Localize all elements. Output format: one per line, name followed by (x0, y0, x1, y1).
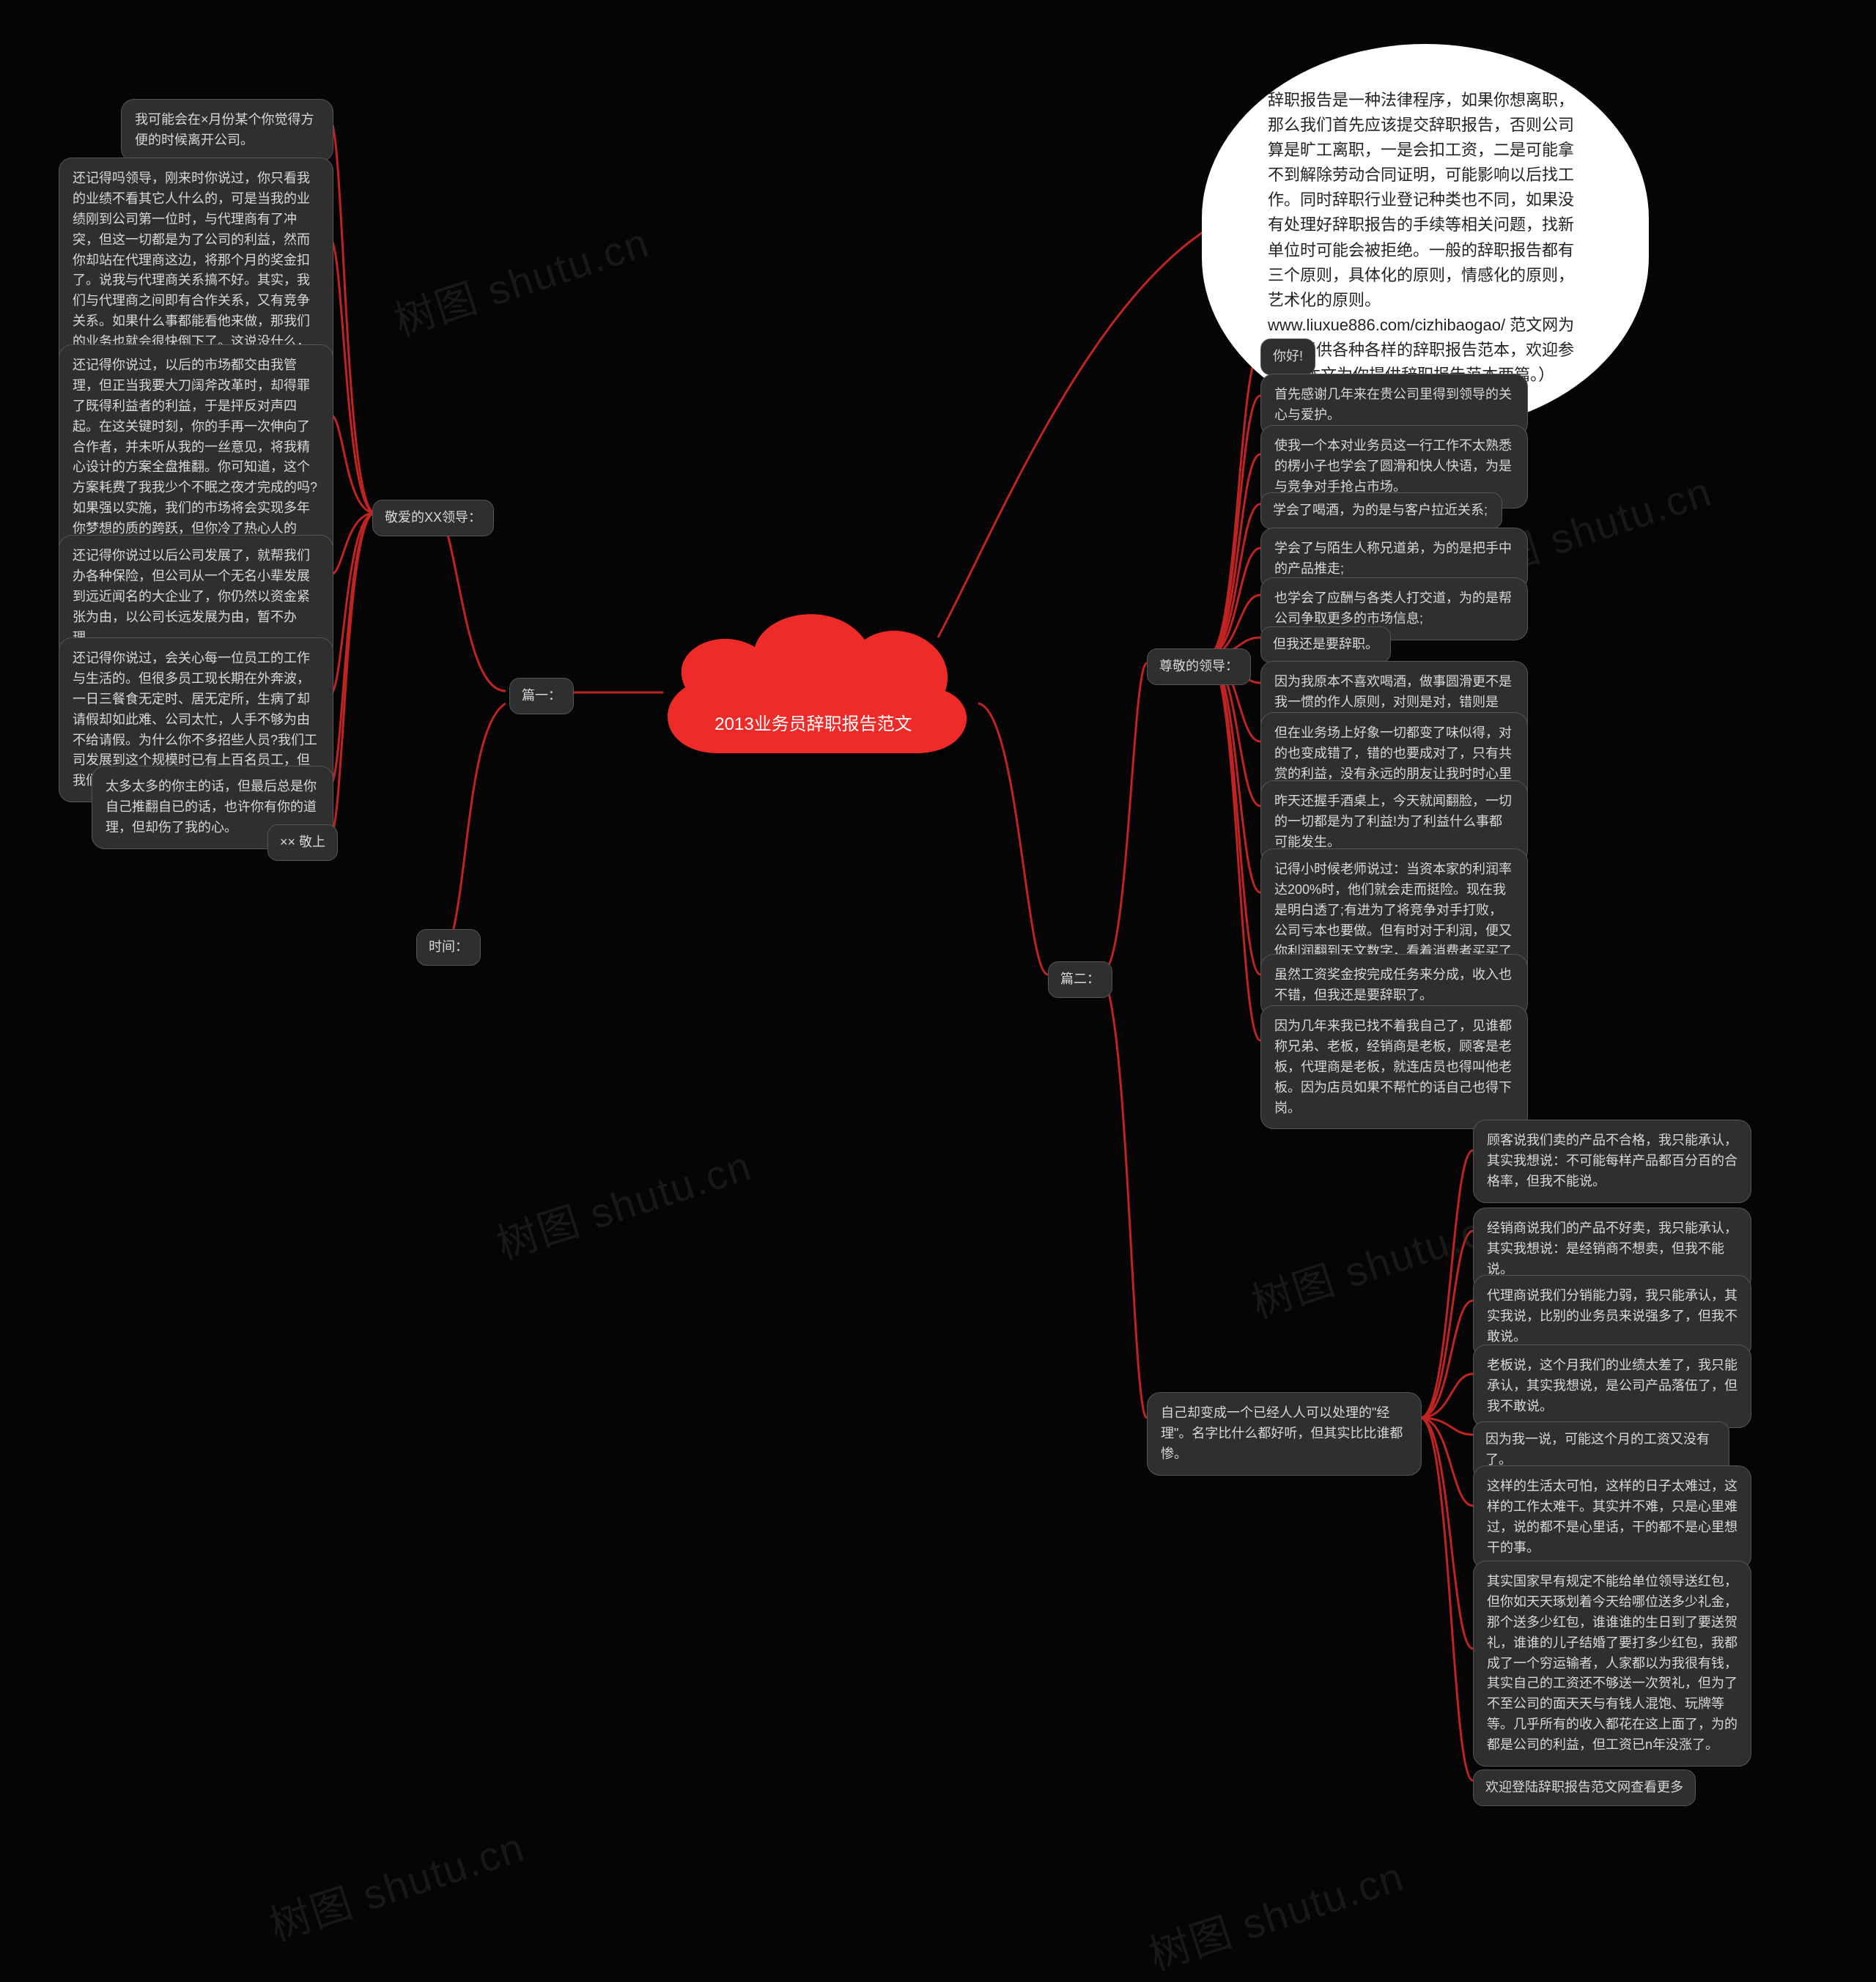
time-label: 时间： (416, 929, 481, 966)
watermark: 树图 shutu.cn (261, 1814, 531, 1953)
watermark: 树图 shutu.cn (1140, 1844, 1411, 1982)
section-one: 篇一： (509, 678, 574, 714)
g2-node: 顾客说我们卖的产品不合格，我只能承认，其实我想说：不可能每样产品都百分百的合格率… (1473, 1120, 1751, 1203)
section-two: 篇二： (1048, 961, 1112, 998)
root-title: 2013业务员辞职报告范文 (645, 709, 982, 735)
g2-node: 其实国家早有规定不能给单位领导送红包，但你如天天琢划着今天给哪位送多少礼金，那个… (1473, 1561, 1751, 1767)
g1-node: 但我还是要辞职。 (1260, 626, 1391, 663)
root-cloud: 2013业务员辞职报告范文 (645, 585, 982, 790)
g1-node: 学会了喝酒，为的是与客户拉近关系; (1260, 492, 1502, 529)
left-node: 我可能会在×月份某个你觉得方便的时候离开公司。 (121, 99, 333, 162)
watermark: 树图 shutu.cn (385, 210, 656, 348)
sub-leader-label: 敬爱的XX领导： (372, 500, 494, 536)
group1-label: 尊敬的领导： (1147, 648, 1251, 685)
g1-node: 因为几年来我已找不着我自己了，见谁都称兄弟、老板，经销商是老板，顾客是老板，代理… (1260, 1005, 1528, 1129)
g2-node: 老板说，这个月我们的业绩太差了，我只能承认，其实我想说，是公司产品落伍了，但我不… (1473, 1345, 1751, 1428)
g2-node: 欢迎登陆辞职报告范文网查看更多 (1473, 1770, 1696, 1806)
left-node: ×× 敬上 (267, 824, 338, 861)
g2-node: 这样的生活太可怕，这样的日子太难过，这样的工作太难干。其实并不难，只是心里难过，… (1473, 1465, 1751, 1569)
group2-label: 自己却变成一个已经人人可以处理的"经理"。名字比什么都好听，但其实比比谁都惨。 (1147, 1392, 1422, 1476)
g1-node: 你好! (1260, 339, 1315, 375)
watermark: 树图 shutu.cn (488, 1133, 758, 1271)
